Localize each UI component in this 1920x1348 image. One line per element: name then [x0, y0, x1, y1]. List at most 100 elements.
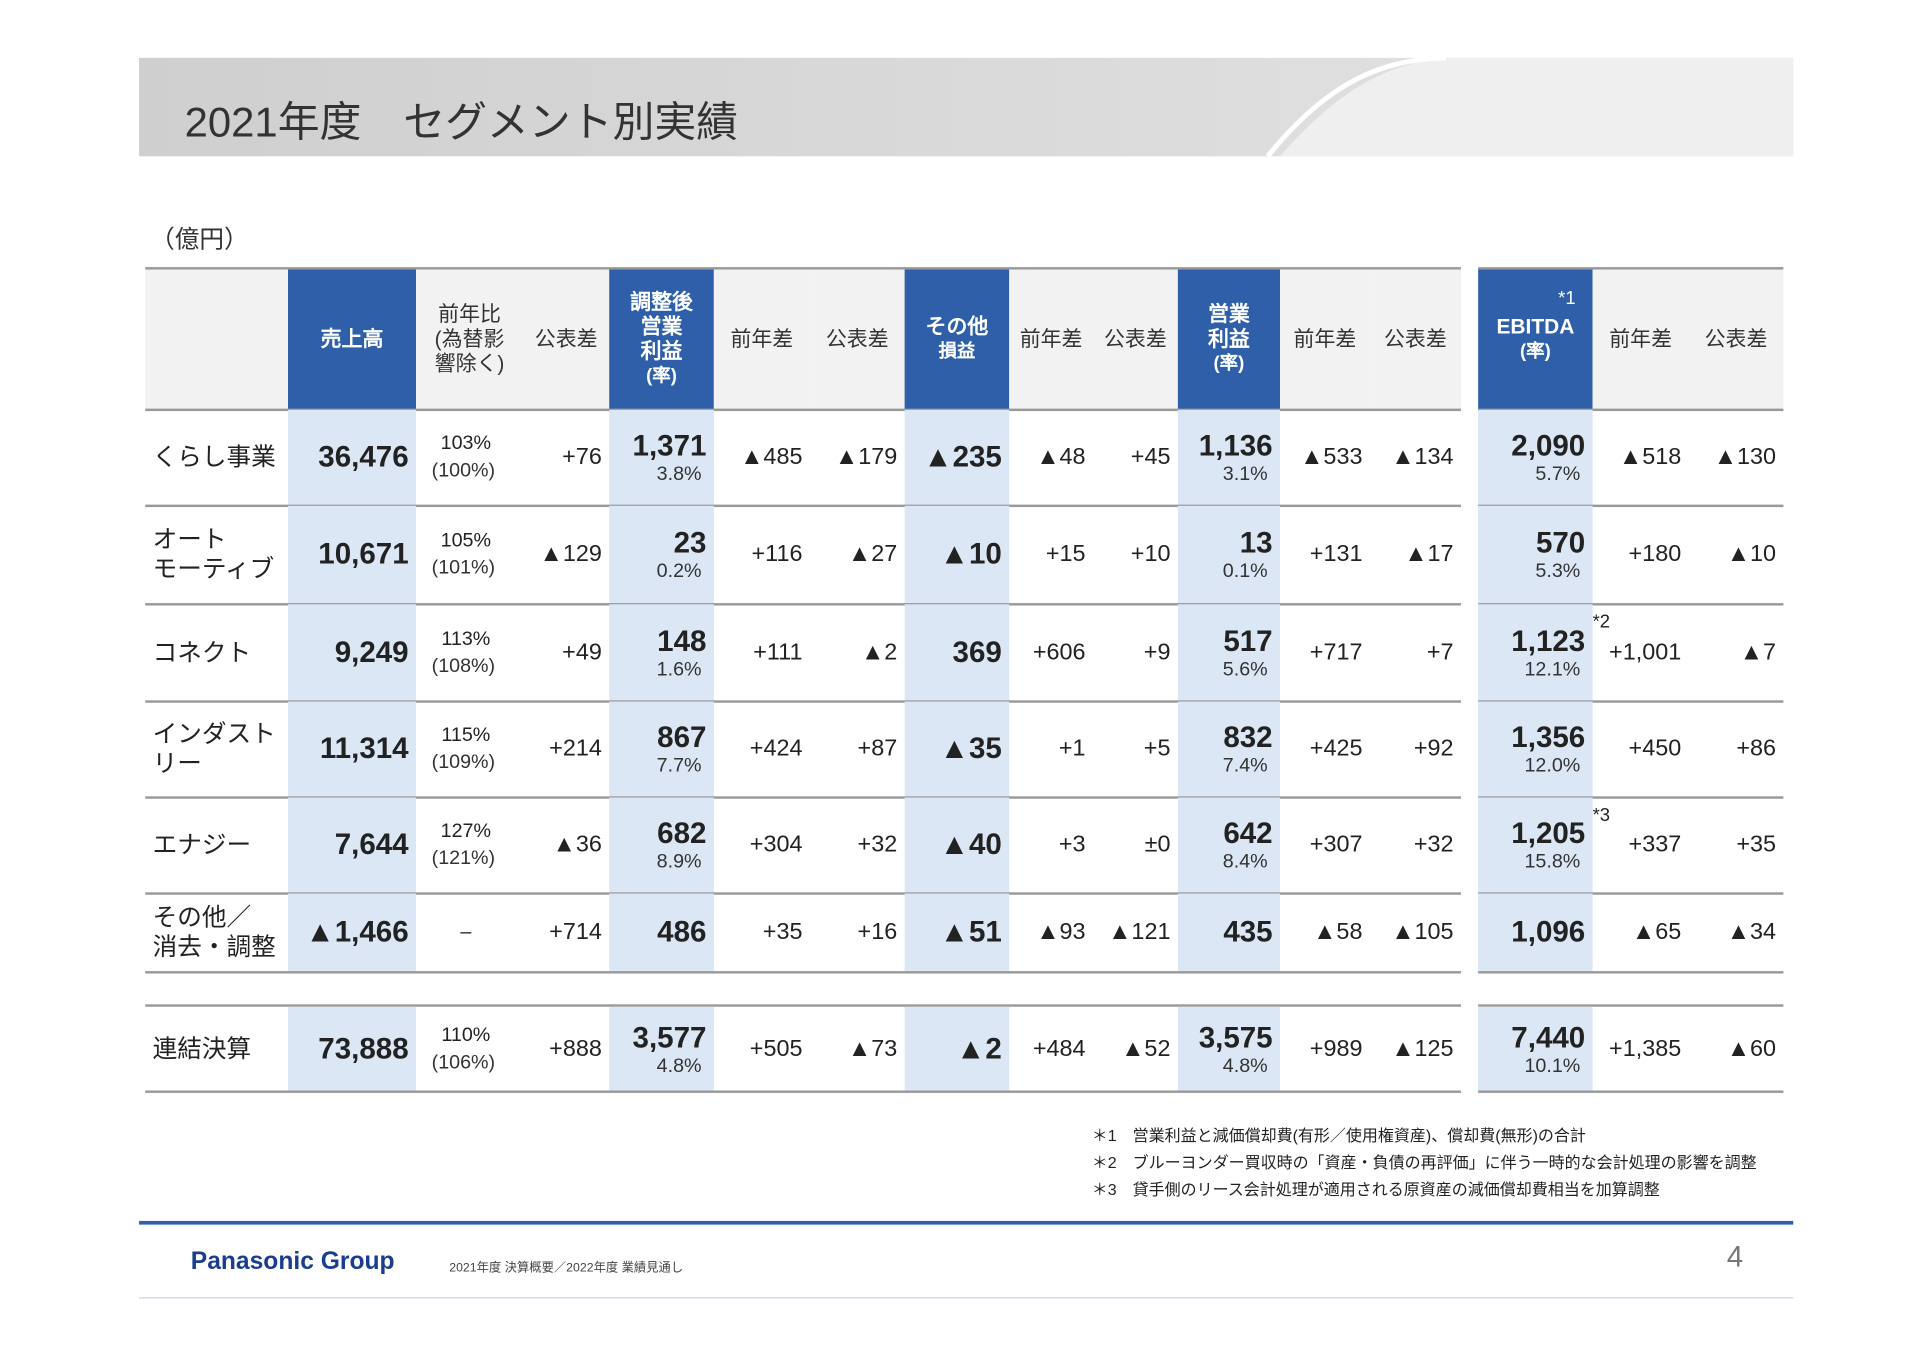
- value-cell: ▲10: [904, 505, 1010, 605]
- value-text: +1: [1058, 736, 1086, 762]
- value-text: +45: [1130, 444, 1171, 471]
- value-cell: 486: [609, 893, 714, 973]
- header-text: 前年差: [730, 326, 794, 351]
- value-text: +606: [1032, 639, 1086, 666]
- value-cell: ▲179: [810, 410, 905, 506]
- value-cell: +35: [714, 894, 810, 973]
- value-text: ▲52: [1121, 1035, 1171, 1062]
- header-text: (率): [1213, 352, 1245, 374]
- value-text: ▲7: [1739, 639, 1777, 666]
- value-text: ▲10: [1726, 541, 1777, 568]
- value-text: 13: [1239, 526, 1273, 561]
- value-cell: 570 5.3%: [1478, 505, 1593, 605]
- value-cell: ▲60: [1689, 1007, 1784, 1092]
- value-cell: ▲58: [1280, 894, 1370, 973]
- value-cell: 7,440 10.1%: [1478, 1006, 1593, 1092]
- value-cell: 148 1.6%: [609, 604, 714, 702]
- value-cell: +214: [523, 702, 609, 798]
- value-text: 7.4%: [1222, 755, 1268, 777]
- value-text: +989: [1309, 1035, 1363, 1062]
- header-text: 売上高: [320, 326, 384, 351]
- value-cell: 103% (100%): [416, 410, 523, 506]
- value-text: 1,136: [1198, 429, 1273, 463]
- value-text: 3,577: [632, 1020, 707, 1055]
- footer-subtitle: 2021年度 決算概要／2022年度 業績見通し: [449, 1261, 684, 1276]
- value-text: 435: [1223, 915, 1273, 949]
- value-cell: 1,371 3.8%: [609, 409, 714, 506]
- value-cell: 73,888: [288, 1006, 417, 1092]
- value-text: 867: [657, 721, 707, 755]
- row-rule: [1478, 796, 1784, 799]
- row-name: コネクト: [145, 604, 288, 701]
- row-rule: [1478, 408, 1784, 412]
- value-cell: ▲533: [1280, 410, 1370, 506]
- value-cell: ▲48: [1009, 410, 1093, 506]
- value-cell: +15: [1009, 506, 1093, 604]
- value-text: 11,314: [319, 732, 409, 766]
- header-cell: 前年差: [1009, 268, 1093, 410]
- value-text: +131: [1309, 541, 1363, 568]
- row-rule: [1478, 971, 1784, 974]
- brand: Panasonic Group: [190, 1248, 395, 1276]
- value-text: +3: [1058, 832, 1086, 858]
- header-text: 利益: [1208, 326, 1250, 351]
- value-text: (101%): [431, 557, 496, 579]
- header-cell: その他 損益: [904, 268, 1010, 410]
- footer-rule: [139, 1220, 1794, 1225]
- value-text: +1,385: [1609, 1035, 1682, 1062]
- value-cell: +35: [1689, 798, 1784, 894]
- header-cell: 前年差: [713, 268, 810, 410]
- row-rule: [145, 700, 1461, 703]
- value-cell: +1,385: [1593, 1007, 1689, 1092]
- value-cell: ▲134: [1370, 410, 1461, 506]
- value-text: 682: [657, 817, 707, 851]
- value-cell: +7: [1370, 604, 1461, 701]
- value-cell: +304: [714, 798, 810, 894]
- value-text: 369: [952, 635, 1002, 669]
- row-rule: [1478, 1090, 1784, 1093]
- row-rule: [1478, 1004, 1784, 1007]
- value-cell: 517 5.6%: [1177, 604, 1281, 702]
- value-text: +450: [1628, 736, 1682, 762]
- value-cell: +49: [523, 604, 609, 701]
- value-text: +111: [753, 639, 803, 666]
- value-text: ▲179: [835, 444, 898, 471]
- value-text: 73,888: [318, 1032, 409, 1066]
- value-text: +49: [562, 639, 602, 666]
- value-text: +484: [1032, 1035, 1086, 1062]
- value-cell: ▲10: [1689, 506, 1784, 604]
- row-rule: [1478, 700, 1784, 703]
- value-cell: ▲121: [1093, 894, 1178, 973]
- value-cell: +111: [714, 604, 810, 701]
- value-cell: ▲73: [810, 1007, 905, 1092]
- value-text: –: [460, 921, 472, 943]
- value-cell: +92: [1370, 702, 1461, 798]
- value-cell: ▲129: [523, 506, 609, 604]
- value-text: +1,001: [1609, 639, 1682, 666]
- value-cell: +307: [1280, 798, 1370, 894]
- value-cell: +32: [1370, 798, 1461, 894]
- header-cell: 公表差: [523, 268, 610, 410]
- value-text: 12.0%: [1524, 755, 1581, 777]
- value-text: +888: [549, 1035, 602, 1062]
- value-text: 7.7%: [656, 755, 702, 777]
- row-rule: [145, 1090, 1461, 1093]
- value-text: 103%: [440, 433, 492, 455]
- header-text: EBITDA: [1496, 314, 1575, 338]
- value-text: 832: [1223, 721, 1273, 755]
- value-cell: +76: [523, 410, 609, 506]
- value-text: ▲130: [1713, 444, 1777, 471]
- value-cell: 105% (101%): [416, 506, 523, 604]
- value-text: 148: [657, 624, 707, 658]
- value-cell: +425: [1280, 702, 1370, 798]
- value-text: 0.1%: [1222, 561, 1268, 583]
- value-text: +9: [1143, 639, 1171, 666]
- header-note: *1: [1558, 288, 1576, 309]
- value-cell: +5: [1093, 702, 1178, 798]
- value-text: +15: [1045, 541, 1086, 568]
- header-label: [145, 268, 289, 410]
- row-name-text: くらし事業: [152, 444, 276, 472]
- row-rule: [145, 267, 1461, 270]
